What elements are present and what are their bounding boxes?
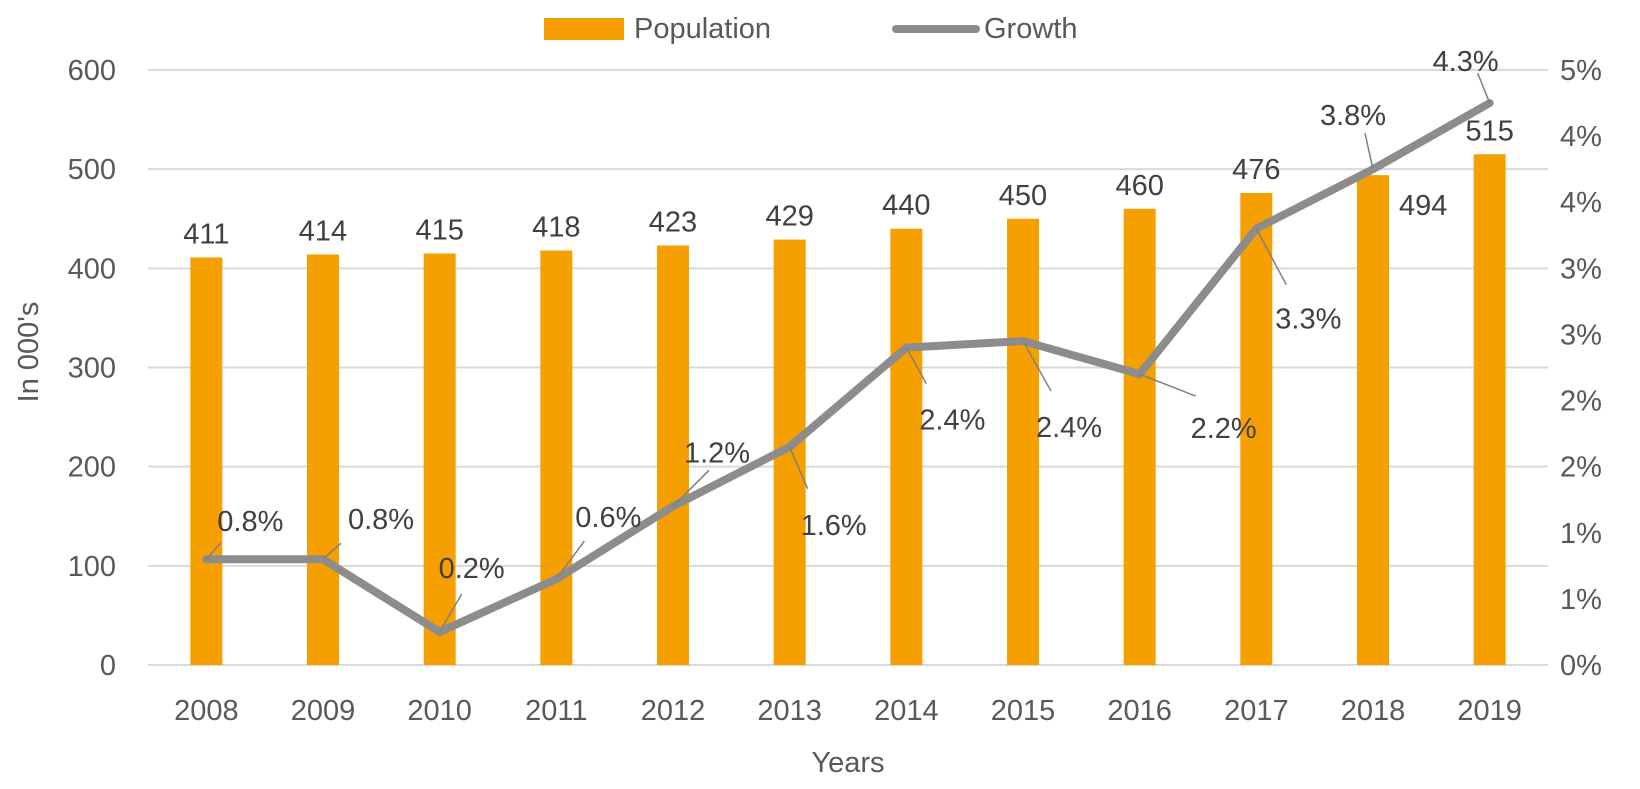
- x-axis-title: Years: [811, 747, 884, 779]
- y-tick-label: 400: [68, 253, 116, 285]
- bar: [890, 228, 923, 665]
- bar-data-label: 414: [299, 215, 347, 247]
- population-bars: [190, 154, 1506, 666]
- y-tick-label: 200: [68, 452, 116, 484]
- leader-line: [205, 542, 221, 560]
- y-tick-label: 100: [68, 551, 116, 583]
- y2-tick-label: 3%: [1560, 319, 1602, 351]
- x-tick-label: 2016: [1107, 695, 1172, 727]
- gridlines: [148, 69, 1548, 666]
- x-tick-label: 2012: [641, 695, 706, 727]
- growth-line: [202, 99, 1494, 636]
- x-tick-label: 2011: [525, 695, 587, 727]
- leader-line: [788, 446, 809, 490]
- bar: [1240, 192, 1273, 665]
- x-tick-label: 2017: [1224, 695, 1289, 727]
- bar-data-label: 423: [649, 207, 697, 239]
- bar-data-label: 429: [765, 201, 813, 233]
- bar-data-label: 411: [183, 218, 229, 250]
- y2-tick-label: 2%: [1560, 452, 1602, 484]
- x-tick-label: 2010: [407, 695, 472, 727]
- y-tick-label: 300: [68, 353, 116, 385]
- y2-tick-label: 5%: [1560, 55, 1602, 87]
- legend-swatch-population: [544, 18, 624, 40]
- y2-tick-label: 4%: [1560, 121, 1602, 153]
- leader-line: [905, 347, 927, 385]
- leader-line: [1255, 228, 1287, 286]
- y-axis-title: In 000's: [13, 302, 45, 403]
- bar-data-label: 460: [1115, 170, 1163, 202]
- axes: 0 100 200 300 400 500 600 0% 1% 1% 2% 2% 3% 3% 4% 4% 5% 2…: [68, 55, 1602, 727]
- bar: [657, 245, 689, 665]
- bar: [307, 254, 339, 665]
- growth-data-label: 2.4%: [1036, 412, 1102, 444]
- bar-data-label: 440: [882, 190, 930, 222]
- y2-tick-label: 1%: [1560, 518, 1602, 550]
- bar: [423, 253, 456, 666]
- y-tick-label: 500: [68, 154, 116, 186]
- y2-tick-label: 4%: [1560, 187, 1602, 219]
- leader-line: [1364, 133, 1374, 170]
- leader-line: [322, 542, 342, 560]
- y2-tick-label: 1%: [1560, 584, 1602, 616]
- bar-data-label: 494: [1399, 190, 1447, 222]
- x-tick-label: 2015: [991, 695, 1056, 727]
- bar-data-label: 415: [415, 214, 463, 246]
- legend-label-population: Population: [634, 13, 771, 45]
- growth-data-label: 0.8%: [348, 504, 414, 536]
- x-tick-label: 2019: [1457, 695, 1522, 727]
- x-tick-label: 2013: [757, 695, 822, 727]
- leader-line: [439, 593, 463, 633]
- bar-data-label: 418: [532, 211, 580, 243]
- bar: [1007, 218, 1039, 665]
- y2-tick-label: 3%: [1560, 253, 1602, 285]
- growth-data-label: 4.3%: [1433, 46, 1499, 78]
- x-tick-label: 2018: [1341, 695, 1406, 727]
- y-tick-label: 600: [68, 55, 116, 87]
- growth-data-label: 3.3%: [1275, 304, 1341, 336]
- label-leader-lines: [205, 72, 1491, 633]
- growth-data-label: 2.4%: [919, 405, 985, 437]
- leader-line: [1139, 373, 1196, 397]
- growth-data-label: 1.6%: [801, 510, 867, 542]
- bar: [190, 257, 223, 665]
- bar-data-label: 515: [1465, 115, 1513, 147]
- growth-line-path: [202, 99, 1494, 636]
- y2-tick-label: 0%: [1560, 650, 1602, 682]
- growth-data-label: 1.2%: [684, 437, 750, 469]
- leader-line: [1022, 340, 1052, 392]
- leader-line: [555, 540, 585, 580]
- y-tick-label: 0: [100, 650, 116, 682]
- growth-data-label: 0.2%: [439, 553, 505, 585]
- bar-data-label: 450: [999, 180, 1047, 212]
- y2-tick-label: 2%: [1560, 386, 1602, 418]
- growth-data-label: 0.6%: [575, 502, 641, 534]
- bar: [540, 250, 573, 665]
- data-labels: 411 414 415 418 423 429 440 450 460 476 494 515 0.8%…: [183, 46, 1514, 585]
- leader-line: [1476, 72, 1491, 104]
- bar-data-label: 476: [1232, 154, 1280, 186]
- growth-data-label: 3.8%: [1320, 100, 1386, 132]
- bar: [1123, 208, 1156, 666]
- x-tick-label: 2014: [874, 695, 939, 727]
- x-tick-label: 2008: [174, 695, 239, 727]
- growth-data-label: 2.2%: [1191, 413, 1257, 445]
- bar: [1357, 175, 1389, 665]
- legend-label-growth: Growth: [984, 13, 1077, 45]
- growth-data-label: 0.8%: [217, 506, 283, 538]
- bar: [1473, 154, 1506, 665]
- legend: Population Growth: [544, 13, 1077, 45]
- x-tick-label: 2009: [291, 695, 356, 727]
- leader-line: [672, 469, 710, 507]
